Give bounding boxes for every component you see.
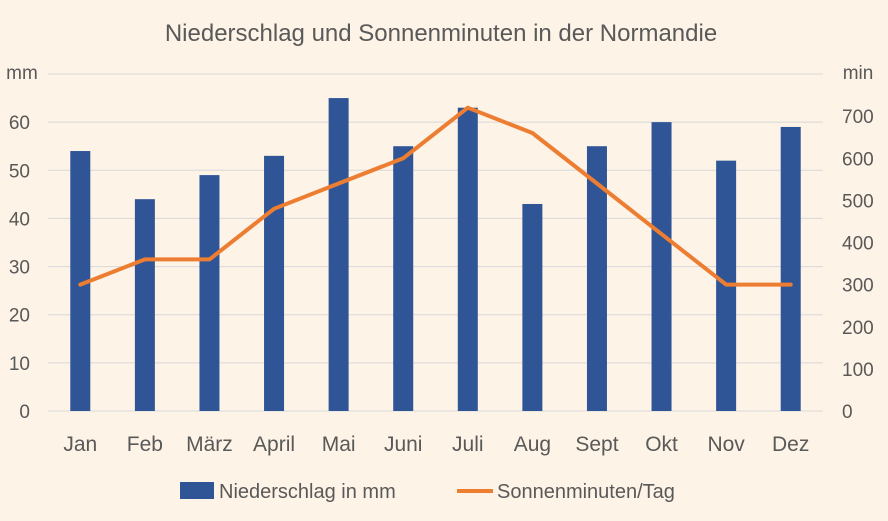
left-tick-label: 20 — [9, 306, 30, 327]
x-tick-label: März — [186, 433, 233, 456]
left-tick-label: 0 — [19, 402, 30, 423]
left-tick-label: 50 — [9, 161, 30, 182]
x-tick-label: Juni — [384, 433, 423, 456]
line-point — [208, 258, 210, 260]
gridlines — [48, 73, 823, 412]
legend-label-bar: Niederschlag in mm — [219, 481, 396, 503]
right-tick-label: 400 — [842, 234, 874, 255]
bar — [134, 199, 155, 411]
x-tick-label: Juli — [452, 433, 484, 456]
x-tick-label: Feb — [127, 433, 163, 456]
precipitation-bars — [70, 98, 801, 412]
x-tick-label: Okt — [645, 433, 678, 456]
line-point — [531, 132, 533, 134]
sunshine-line — [78, 105, 793, 287]
right-axis-unit: min — [843, 63, 874, 84]
right-tick-label: 100 — [842, 360, 874, 381]
x-tick-label: Mai — [322, 433, 356, 456]
line-point — [273, 208, 275, 210]
left-tick-label: 40 — [9, 209, 30, 230]
line-point — [79, 284, 81, 286]
right-tick-label: 0 — [842, 402, 853, 423]
line-point — [144, 258, 146, 260]
line-point — [790, 284, 792, 286]
bar — [651, 122, 672, 412]
left-tick-label: 10 — [9, 354, 30, 375]
legend-swatch-bar — [180, 482, 214, 499]
right-tick-label: 300 — [842, 276, 874, 297]
legend-label-line: Sonnenminuten/Tag — [497, 481, 675, 503]
bar — [522, 203, 543, 411]
x-tick-label: Jan — [63, 433, 97, 456]
sunshine-line-path — [78, 105, 793, 287]
bar — [586, 146, 607, 411]
left-axis-unit: mm — [6, 63, 38, 84]
x-axis-ticks: Jan Feb März April Mai Juni Juli Aug Sept Okt Nov D… — [63, 433, 809, 456]
right-tick-label: 200 — [842, 318, 874, 339]
chart-title: Niederschlag und Sonnenminuten in der No… — [165, 20, 717, 47]
right-tick-label: 700 — [842, 107, 874, 128]
x-tick-label: April — [253, 433, 295, 456]
right-tick-label: 500 — [842, 191, 874, 212]
left-tick-label: 60 — [9, 113, 30, 134]
line-point — [338, 183, 340, 185]
line-point — [661, 233, 663, 235]
bar — [199, 175, 220, 411]
line-point — [402, 157, 404, 159]
line-point — [467, 107, 469, 109]
line-point — [596, 183, 598, 185]
bar — [393, 146, 414, 411]
right-axis-ticks: 0 100 200 300 400 500 600 700 — [842, 107, 874, 423]
x-tick-label: Aug — [514, 433, 551, 456]
right-tick-label: 600 — [842, 149, 874, 170]
left-tick-label: 30 — [9, 258, 30, 279]
left-axis-ticks: 0 10 20 30 40 50 60 — [9, 113, 30, 423]
bar — [70, 151, 91, 411]
bar — [780, 126, 801, 411]
x-tick-label: Dez — [772, 433, 809, 456]
x-tick-label: Nov — [707, 433, 745, 456]
x-tick-label: Sept — [575, 433, 618, 456]
line-point — [725, 284, 727, 286]
bar — [328, 98, 349, 412]
bar — [457, 107, 478, 411]
legend: Niederschlag in mm Sonnenminuten/Tag — [180, 481, 675, 503]
bar — [264, 155, 285, 411]
